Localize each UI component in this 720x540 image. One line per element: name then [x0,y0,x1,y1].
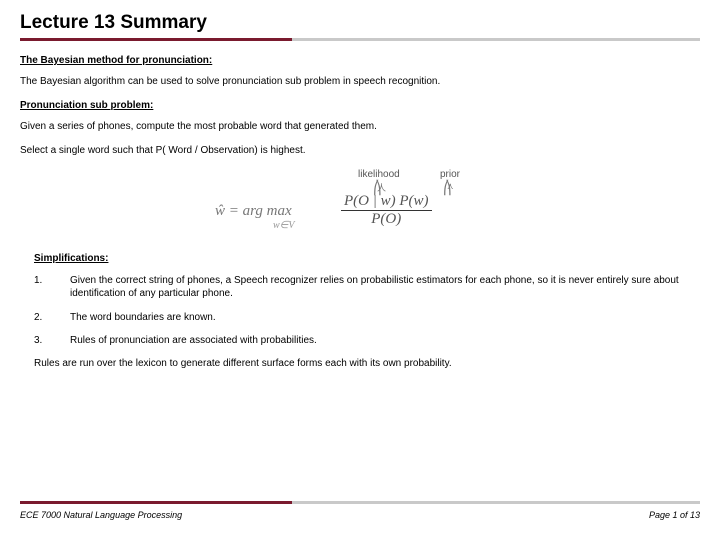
formula-sub: w∈V [273,220,295,231]
list-item: 1. Given the correct string of phones, a… [34,274,700,301]
heading-simplifications: Simplifications: [34,253,700,264]
list-num-1: 1. [34,274,70,301]
page-title: Lecture 13 Summary [20,12,700,34]
anno-prior: prior [440,169,460,180]
text-pron-body-1: Given a series of phones, compute the mo… [20,120,700,134]
formula-lhs: ŵ = arg max [215,203,292,220]
list-text-3: Rules of pronunciation are associated wi… [70,334,700,348]
text-closing: Rules are run over the lexicon to genera… [34,358,700,369]
anno-likelihood: likelihood [358,169,400,180]
list-item: 3. Rules of pronunciation are associated… [34,334,700,348]
footer-divider [20,501,700,504]
formula-fraction: P(O | w) P(w) P(O) [341,193,432,228]
heading-bayesian: The Bayesian method for pronunciation: [20,55,700,66]
formula-w-hat: ŵ [215,203,225,219]
formula-denominator: P(O) [341,211,432,228]
list-text-2: The word boundaries are known. [70,311,700,325]
list-item: 2. The word boundaries are known. [34,311,700,325]
text-pron-body-2: Select a single word such that P( Word /… [20,144,700,158]
formula-region: likelihood prior ⎛ ⎞ ⎛ ⎞ 人 ⋏ ŵ = arg max… [20,169,700,239]
footer-page: Page 1 of 13 [649,510,700,520]
caret-prior: ⋏ [447,181,454,192]
list-text-1: Given the correct string of phones, a Sp… [70,274,700,301]
title-divider [20,38,700,41]
footer-course: ECE 7000 Natural Language Processing [20,510,182,520]
list-num-3: 3. [34,334,70,348]
formula-numerator: P(O | w) P(w) [341,193,432,211]
heading-pronunciation: Pronunciation sub problem: [20,100,700,111]
text-bayesian-body: The Bayesian algorithm can be used to so… [20,75,700,89]
formula-argmax: = arg max [225,203,292,219]
list-num-2: 2. [34,311,70,325]
footer: ECE 7000 Natural Language Processing Pag… [20,501,700,520]
